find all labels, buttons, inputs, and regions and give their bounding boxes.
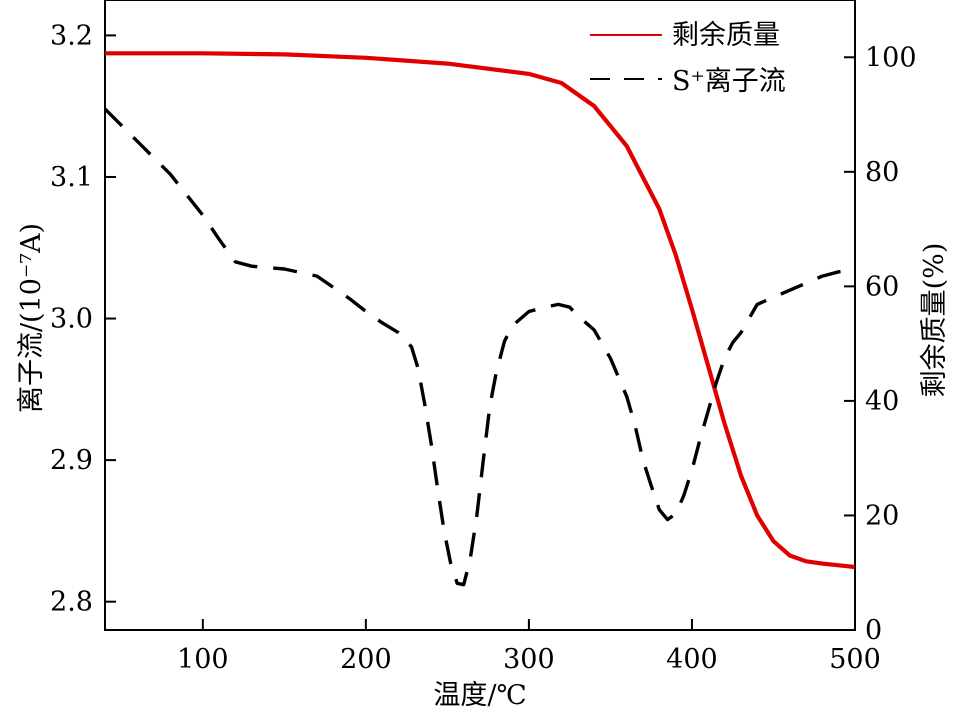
y-right-tick-label: 80: [865, 157, 899, 188]
x-tick-label: 500: [829, 644, 881, 675]
y-left-tick-label: 3.0: [50, 304, 93, 335]
x-tick-label: 200: [340, 644, 392, 675]
legend-label-s-ion-current: S⁺离子流: [672, 66, 786, 97]
x-tick-label: 100: [177, 644, 229, 675]
x-tick-label: 300: [503, 644, 555, 675]
y-right-tick-label: 20: [865, 500, 899, 531]
y-left-tick-label: 3.1: [50, 162, 93, 193]
y-right-tick-label: 60: [865, 271, 899, 302]
series-line-remaining-mass: [105, 51, 855, 570]
y-left-tick-label: 3.2: [50, 20, 93, 51]
plot-area: [104, 0, 856, 631]
series-line-s-ion-current: [105, 107, 855, 587]
y-right-tick-label: 0: [865, 615, 882, 646]
y-right-tick-label: 40: [865, 386, 899, 417]
y-right-axis-title: 剩余质量(%): [919, 243, 950, 398]
y-left-axis-title: 离子流/(10⁻⁷A): [16, 223, 47, 413]
x-axis-title: 温度/℃: [433, 680, 526, 711]
legend-label-remaining-mass: 剩余质量: [672, 20, 780, 51]
legend: 剩余质量 S⁺离子流: [590, 20, 786, 97]
y-left-tick-label: 2.8: [50, 587, 93, 618]
y-left-tick-label: 2.9: [50, 445, 93, 476]
x-tick-label: 400: [666, 644, 718, 675]
y-right-tick-label: 100: [865, 42, 917, 73]
